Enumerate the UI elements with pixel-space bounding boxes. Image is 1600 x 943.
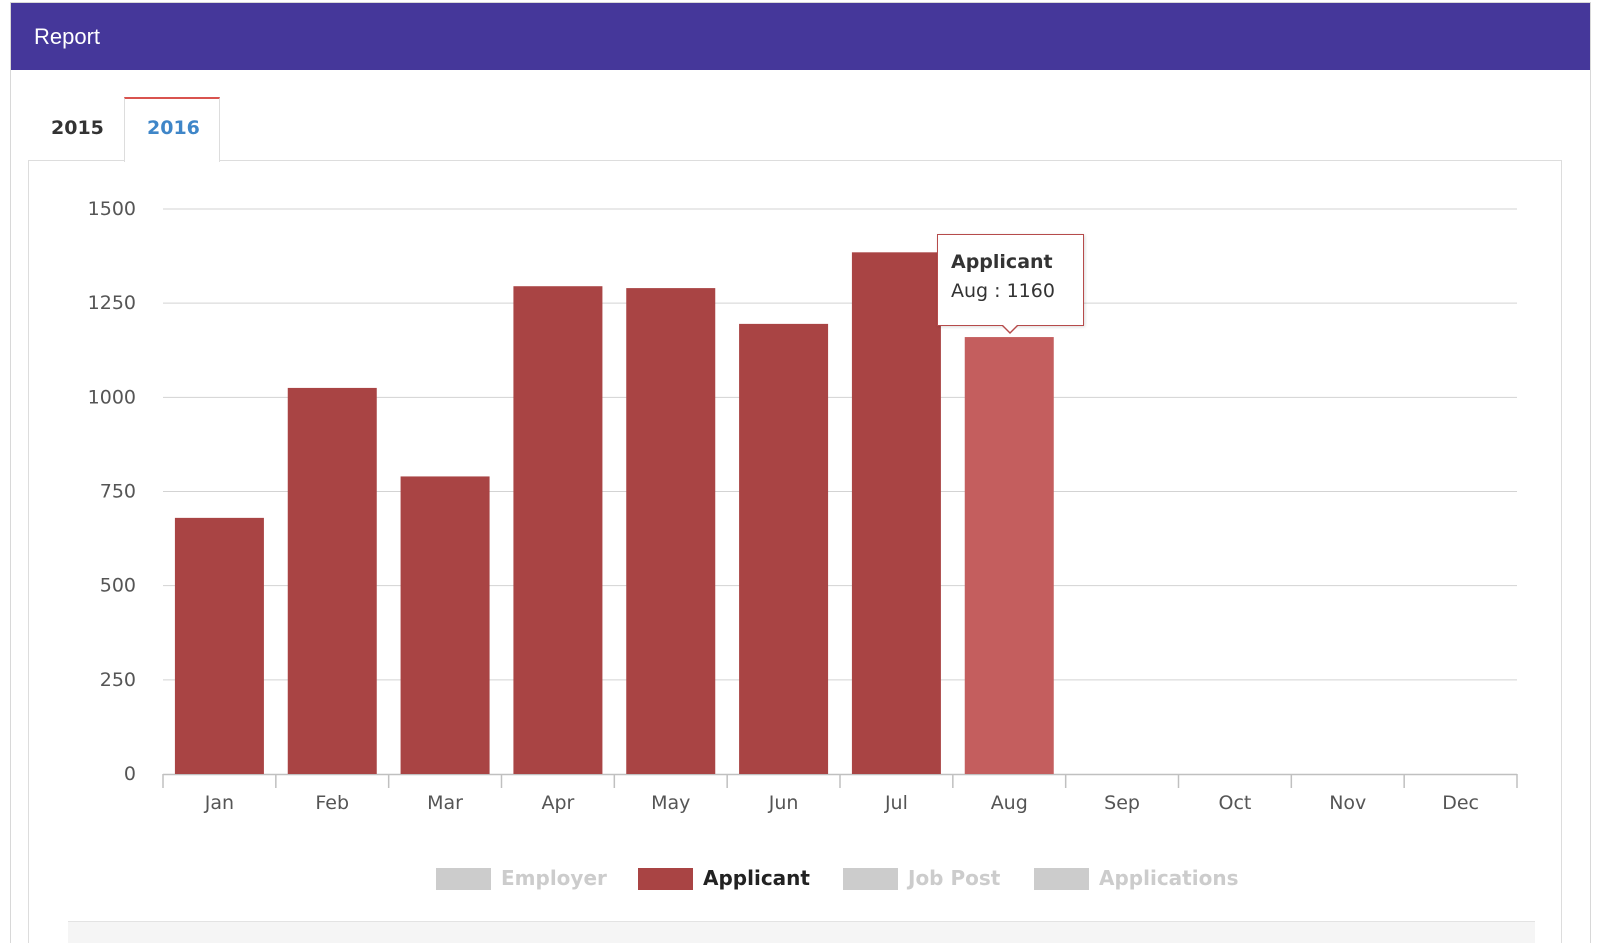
bar-jan (174, 517, 264, 774)
y-tick-label-1250: 1250 (88, 292, 136, 314)
legend-label-applicant: Applicant (703, 866, 810, 890)
tab-2016[interactable]: 2016 (124, 97, 220, 162)
tooltip-body: Aug : 1160 (951, 280, 1055, 302)
tooltip-title: Applicant (951, 251, 1053, 273)
tab-2015-label: 2015 (51, 117, 104, 139)
panel-footer-strip (68, 921, 1535, 943)
x-tick-label-oct: Oct (1218, 792, 1251, 814)
panel-title: Report (34, 24, 101, 49)
legend-label-employer: Employer (501, 866, 607, 890)
chart-tooltip: Applicant Aug : 1160 (937, 234, 1084, 326)
y-tick-label-1000: 1000 (88, 386, 136, 408)
x-tick-label-feb: Feb (315, 792, 349, 814)
chart-legend: Employer Applicant Job Post Applications (436, 866, 1256, 892)
legend-swatch-applicant (638, 868, 693, 890)
bar-mar (400, 476, 490, 774)
x-tick-label-jan: Jan (204, 792, 234, 814)
bar-jul (851, 252, 941, 775)
legend-label-job-post: Job Post (908, 866, 1001, 890)
bar-jun (739, 323, 829, 774)
x-tick-label-jul: Jul (884, 792, 908, 814)
legend-swatch-job-post (843, 868, 898, 890)
y-tick-label-500: 500 (100, 575, 136, 597)
bar-feb (287, 387, 377, 774)
bar-apr (513, 286, 603, 774)
y-tick-label-1500: 1500 (88, 198, 136, 220)
legend-label-applications: Applications (1099, 866, 1239, 890)
x-tick-label-sep: Sep (1104, 792, 1140, 814)
panel-header: Report (11, 3, 1590, 70)
tab-2015[interactable]: 2015 (28, 97, 123, 160)
bar-aug (964, 337, 1054, 774)
tab-2016-label: 2016 (147, 117, 200, 139)
x-tick-label-aug: Aug (991, 792, 1028, 814)
y-tick-label-250: 250 (100, 669, 136, 691)
x-tick-label-may: May (651, 792, 690, 814)
y-tick-label-0: 0 (124, 763, 136, 785)
x-tick-label-nov: Nov (1329, 792, 1366, 814)
x-tick-label-mar: Mar (427, 792, 463, 814)
legend-swatch-employer (436, 868, 491, 890)
year-tabs: 2015 2016 (28, 97, 1562, 162)
y-tick-label-750: 750 (100, 481, 136, 503)
bar-may (626, 288, 716, 774)
tooltip-arrow-inner (1002, 324, 1018, 332)
x-tick-label-jun: Jun (768, 792, 799, 814)
x-tick-label-apr: Apr (541, 792, 574, 814)
x-tick-label-dec: Dec (1442, 792, 1479, 814)
legend-swatch-applications (1034, 868, 1089, 890)
